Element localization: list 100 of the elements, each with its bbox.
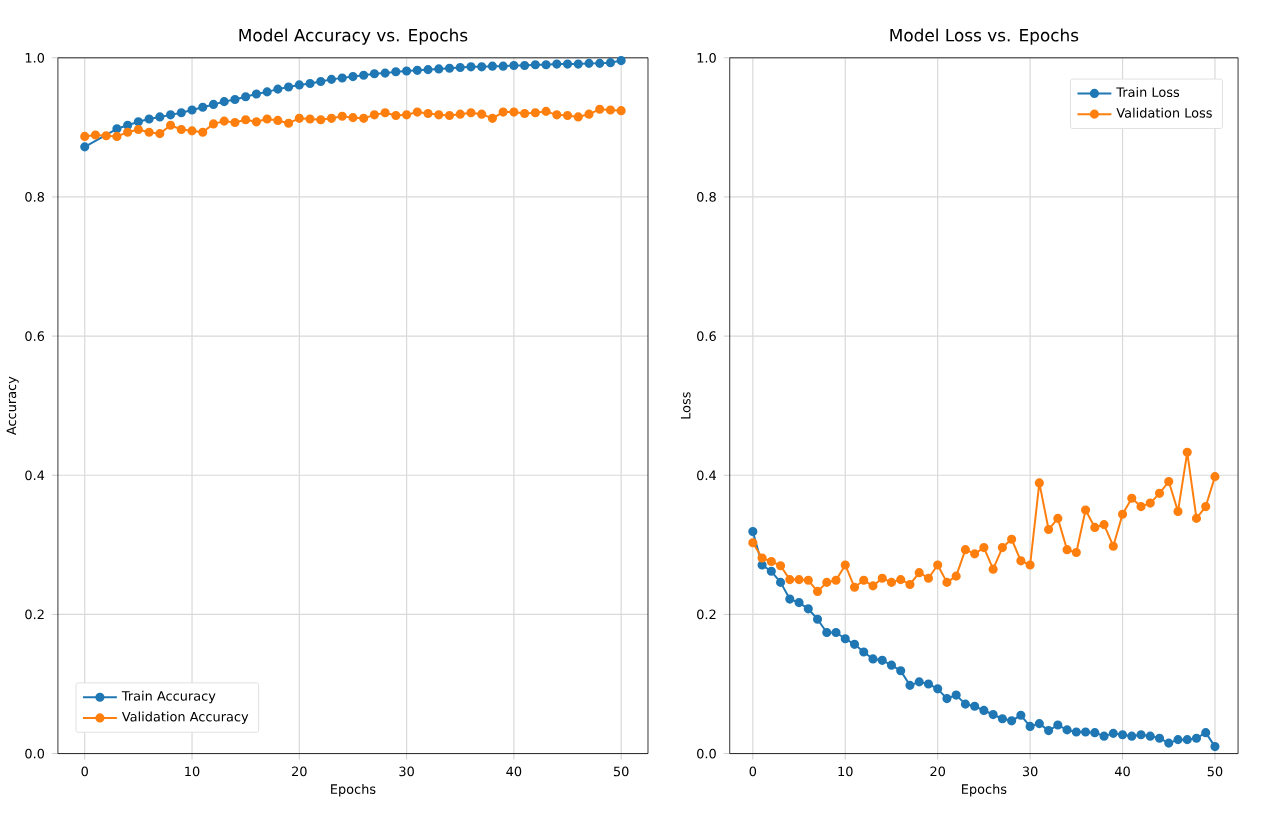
point (337, 73, 347, 83)
point (988, 710, 998, 720)
point (187, 105, 197, 115)
point (348, 72, 358, 82)
point (198, 128, 208, 138)
point (951, 690, 961, 701)
point (477, 109, 487, 120)
point (165, 121, 176, 131)
point (444, 111, 455, 121)
point (509, 107, 519, 117)
point (605, 58, 616, 68)
point (877, 656, 887, 666)
point (1016, 556, 1026, 566)
point (1210, 472, 1220, 482)
point (1127, 731, 1137, 742)
point (1071, 727, 1081, 737)
point (241, 92, 251, 102)
point (294, 114, 304, 124)
point (423, 109, 433, 119)
point (262, 87, 272, 97)
point (1182, 735, 1192, 745)
point (923, 679, 934, 689)
point (979, 543, 989, 553)
point (970, 702, 980, 712)
point (402, 66, 412, 76)
point (305, 114, 315, 124)
point (748, 527, 758, 537)
point (402, 110, 412, 120)
point (359, 70, 369, 81)
point (1191, 514, 1202, 524)
point (979, 706, 989, 716)
point (1210, 742, 1220, 752)
point (757, 553, 767, 563)
point (337, 112, 347, 122)
point (905, 580, 915, 590)
point (1154, 489, 1165, 499)
point (1062, 725, 1072, 735)
point (541, 60, 551, 70)
point (886, 660, 897, 671)
chart-title: Model Accuracy vs. Epochs (239, 28, 468, 46)
point (1182, 448, 1192, 458)
point (251, 89, 261, 99)
point (584, 59, 594, 69)
point (831, 628, 841, 638)
point (326, 75, 337, 85)
point (348, 113, 358, 123)
point (573, 59, 583, 69)
point (766, 557, 776, 567)
point (284, 82, 294, 92)
point (380, 108, 390, 118)
point (455, 109, 465, 120)
point (1201, 502, 1211, 512)
point (1044, 726, 1054, 736)
point (573, 112, 583, 122)
point (155, 112, 165, 122)
point (595, 105, 605, 115)
point (616, 106, 626, 116)
point (487, 61, 497, 72)
point (530, 60, 540, 70)
point (584, 109, 594, 120)
point (822, 578, 832, 588)
point (1191, 734, 1202, 744)
point (896, 666, 906, 676)
point (1090, 523, 1100, 533)
point (1136, 730, 1146, 740)
point (391, 67, 401, 77)
point (960, 699, 970, 710)
point (1016, 711, 1026, 721)
point (933, 560, 943, 570)
point (466, 62, 476, 72)
point (305, 79, 315, 89)
point (970, 549, 980, 559)
point (241, 115, 251, 125)
point (748, 538, 758, 548)
point (552, 110, 562, 120)
point (369, 69, 379, 79)
point (775, 561, 786, 571)
point (997, 543, 1007, 553)
point (187, 126, 197, 136)
point (230, 95, 240, 105)
point (1173, 507, 1183, 517)
point (1145, 731, 1155, 742)
point (176, 108, 186, 118)
point (914, 568, 924, 578)
point (785, 575, 795, 585)
point (1154, 734, 1165, 744)
point (562, 59, 573, 69)
point (326, 114, 337, 124)
point (380, 68, 390, 79)
point (794, 598, 804, 608)
point (208, 100, 219, 110)
point (859, 576, 869, 586)
point (509, 61, 519, 71)
point (1099, 731, 1109, 742)
point (144, 128, 154, 138)
point (133, 125, 143, 135)
point (423, 65, 433, 75)
point (294, 80, 304, 90)
point (595, 59, 605, 69)
point (942, 578, 952, 588)
